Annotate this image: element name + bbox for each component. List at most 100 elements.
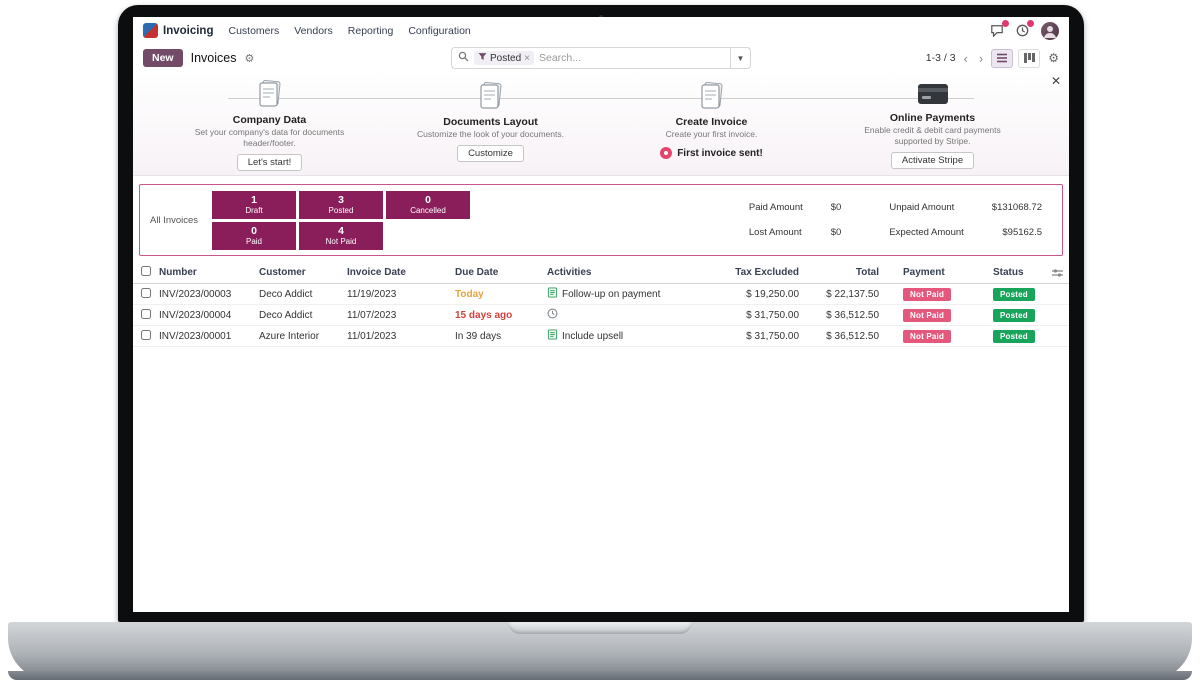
onboarding-banner: ✕ Company Data Set your company's data f… — [133, 72, 1069, 176]
amount-label: Paid Amount — [748, 202, 803, 213]
menu-reporting[interactable]: Reporting — [347, 24, 394, 37]
kpi-draft[interactable]: 1 Draft — [212, 190, 296, 219]
step-description: Create your first invoice. — [665, 129, 758, 139]
user-avatar[interactable] — [1041, 21, 1059, 40]
breadcrumb[interactable]: Invoices — [190, 51, 237, 65]
control-panel: New Invoices ⚙ Posted × ▼ 1-3 / 3 ‹ › — [133, 44, 1069, 72]
kpi-paid[interactable]: 0 Paid — [212, 221, 296, 250]
kpi-count: 1 — [251, 193, 257, 206]
cell-activity[interactable]: Include upsell — [547, 329, 723, 343]
kanban-view-button[interactable] — [1018, 48, 1041, 68]
navbar-systray — [990, 20, 1059, 40]
header-total[interactable]: Total — [855, 267, 879, 278]
row-checkbox[interactable] — [141, 308, 151, 319]
amount-value: $0 — [830, 227, 842, 238]
kpi-posted[interactable]: 3 Posted — [299, 190, 383, 219]
cell-tax-excluded: $ 19,250.00 — [746, 288, 799, 300]
kpi-grid: 1 Draft 3 Posted 0 Cancelled 0 Paid 4 No… — [212, 190, 470, 250]
row-checkbox[interactable] — [141, 287, 151, 298]
search-input[interactable] — [533, 52, 730, 64]
dashboard-scope-label: All Invoices — [150, 214, 199, 226]
new-button[interactable]: New — [143, 49, 183, 67]
header-number[interactable]: Number — [159, 267, 197, 278]
kpi-label: Paid — [245, 236, 262, 246]
menu-customers[interactable]: Customers — [228, 24, 280, 37]
cell-invoice-date: 11/01/2023 — [347, 330, 397, 342]
cell-invoice-date: 11/07/2023 — [347, 309, 397, 321]
facet-remove-icon[interactable]: × — [524, 52, 530, 64]
cell-total: $ 36,512.50 — [826, 330, 879, 342]
header-activities[interactable]: Activities — [547, 267, 592, 278]
activity-label: Include upsell — [562, 330, 624, 342]
pager-previous-icon[interactable]: ‹ — [963, 50, 968, 66]
cell-activity[interactable] — [547, 308, 723, 322]
pager-next-icon[interactable]: › — [978, 50, 984, 66]
step-title: Create Invoice — [675, 116, 748, 128]
filter-funnel-icon — [478, 52, 487, 64]
cell-due-date: In 39 days — [455, 330, 502, 342]
header-status[interactable]: Status — [993, 267, 1024, 278]
kpi-count: 3 — [338, 193, 344, 206]
header-invoice-date[interactable]: Invoice Date — [347, 267, 406, 278]
table-header: Number Customer Invoice Date Due Date Ac… — [133, 262, 1069, 284]
cell-tax-excluded: $ 31,750.00 — [746, 309, 799, 321]
cell-activity[interactable]: Follow-up on payment — [547, 287, 723, 301]
column-options-icon[interactable] — [1052, 268, 1069, 278]
status-badge: Posted — [993, 308, 1035, 322]
activate-stripe-button[interactable]: Activate Stripe — [890, 152, 975, 170]
onboarding-close-icon[interactable]: ✕ — [1050, 74, 1061, 88]
header-customer[interactable]: Customer — [259, 267, 306, 278]
kpi-label: Not Paid — [325, 236, 357, 246]
cell-total: $ 22,137.50 — [826, 288, 879, 300]
header-due-date[interactable]: Due Date — [455, 267, 499, 278]
cell-number: INV/2023/00003 — [159, 288, 232, 300]
table-row[interactable]: INV/2023/00003 Deco Addict 11/19/2023 To… — [133, 284, 1069, 305]
settings-circle-icon[interactable]: ⚙ — [1048, 51, 1059, 65]
table-row[interactable]: INV/2023/00004 Deco Addict 11/07/2023 15… — [133, 305, 1069, 326]
row-checkbox[interactable] — [141, 329, 151, 340]
onboarding-connector-line — [228, 98, 974, 99]
kpi-label: Posted — [328, 205, 354, 215]
customize-button[interactable]: Customize — [457, 145, 524, 163]
navbar: Invoicing Customers Vendors Reporting Co… — [133, 17, 1069, 44]
search-icon — [458, 51, 469, 65]
menu-configuration[interactable]: Configuration — [408, 24, 471, 37]
search-dropdown-caret-icon[interactable]: ▼ — [730, 48, 750, 68]
cell-total: $ 36,512.50 — [826, 309, 879, 321]
table-row[interactable]: INV/2023/00001 Azure Interior 11/01/2023… — [133, 326, 1069, 347]
credit-card-icon — [915, 79, 951, 109]
laptop-notch — [508, 622, 692, 634]
cell-number: INV/2023/00004 — [159, 309, 232, 321]
search-facet-posted[interactable]: Posted × — [474, 51, 534, 65]
activity-list-icon — [547, 329, 558, 343]
documents-icon — [253, 79, 287, 111]
header-tax-excluded[interactable]: Tax Excluded — [735, 267, 799, 278]
list-view-button[interactable] — [991, 48, 1014, 68]
amount-label: Expected Amount — [889, 227, 964, 238]
kpi-count: 4 — [338, 224, 344, 237]
activity-label: Follow-up on payment — [562, 288, 661, 300]
messages-icon[interactable] — [990, 20, 1009, 37]
payment-badge: Not Paid — [903, 287, 952, 301]
invoice-document-icon — [695, 79, 729, 113]
menu-vendors[interactable]: Vendors — [294, 24, 333, 37]
step-description: Set your company's data for documents he… — [194, 127, 345, 149]
amounts-column-2: Unpaid Amount $131068.72 Expected Amount… — [889, 202, 1042, 238]
lets-start-button[interactable]: Let's start! — [236, 154, 303, 172]
header-payment[interactable]: Payment — [903, 267, 945, 278]
search-bar[interactable]: Posted × ▼ — [451, 47, 751, 69]
onboarding-step-create-invoice: Create Invoice Create your first invoice… — [601, 79, 822, 167]
select-all-checkbox[interactable] — [141, 266, 151, 276]
activities-icon[interactable] — [1016, 20, 1034, 37]
kpi-cancelled[interactable]: 0 Cancelled — [386, 190, 470, 219]
invoicing-app-icon — [143, 23, 158, 38]
amount-value: $131068.72 — [991, 202, 1042, 213]
step-description: Customize the look of your documents. — [417, 129, 564, 139]
app-switcher[interactable]: Invoicing — [143, 23, 213, 38]
messages-badge — [1002, 20, 1009, 27]
kpi-count: 0 — [425, 193, 431, 206]
amount-value: $95162.5 — [1002, 227, 1042, 238]
kpi-not-paid[interactable]: 4 Not Paid — [299, 221, 383, 250]
app-name[interactable]: Invoicing — [163, 24, 214, 37]
action-menu-gear-icon[interactable]: ⚙ — [244, 52, 255, 65]
